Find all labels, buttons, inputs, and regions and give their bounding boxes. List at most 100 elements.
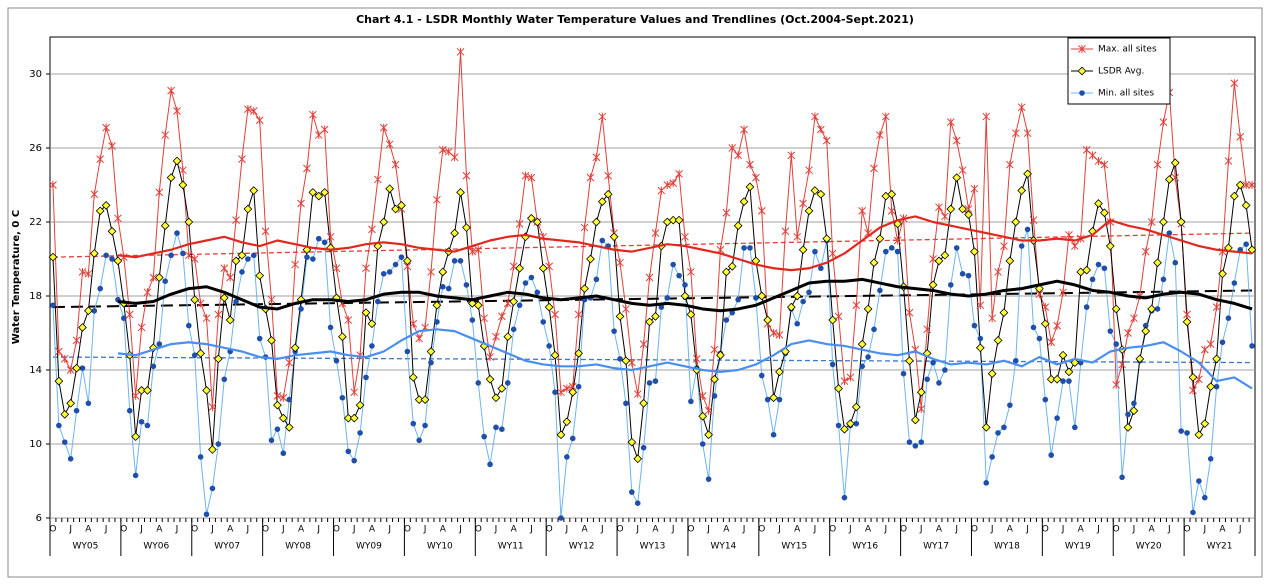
marker <box>274 426 281 433</box>
marker <box>1224 156 1233 165</box>
x-tick-label: J <box>1096 525 1100 535</box>
x-tick-label: J <box>954 525 958 535</box>
marker <box>652 378 659 384</box>
marker <box>875 234 885 244</box>
marker <box>1236 132 1245 141</box>
marker <box>934 256 944 266</box>
marker <box>812 248 818 255</box>
marker <box>1066 378 1072 384</box>
marker <box>244 105 252 114</box>
marker <box>1201 494 1208 501</box>
marker <box>61 439 68 445</box>
marker <box>243 204 253 214</box>
x-tick-label: O <box>49 525 56 535</box>
marker <box>239 269 245 275</box>
x-tick-label: A <box>156 525 163 535</box>
marker <box>883 248 889 255</box>
marker <box>981 422 991 432</box>
marker <box>368 225 376 234</box>
marker <box>1188 373 1198 382</box>
marker <box>1011 217 1021 227</box>
x-tick-label: J <box>565 525 569 535</box>
marker <box>156 341 163 347</box>
marker <box>467 299 477 308</box>
marker <box>1046 374 1056 384</box>
marker <box>580 223 589 232</box>
marker <box>1131 400 1137 407</box>
marker <box>987 369 997 379</box>
marker <box>1124 329 1132 337</box>
marker <box>226 273 235 282</box>
marker <box>1082 265 1092 275</box>
marker <box>988 314 996 323</box>
marker <box>214 310 223 319</box>
marker <box>203 511 210 518</box>
marker <box>456 47 465 56</box>
marker <box>852 301 861 310</box>
marker <box>1235 180 1245 190</box>
marker <box>675 169 683 178</box>
marker <box>764 396 771 403</box>
marker <box>379 217 389 227</box>
marker <box>1166 230 1173 236</box>
marker <box>1219 339 1226 346</box>
marker <box>78 267 87 276</box>
marker <box>574 348 584 358</box>
legend-marker <box>1078 45 1086 53</box>
marker <box>747 245 753 251</box>
marker <box>310 256 316 262</box>
x-tick-label: J <box>104 525 108 535</box>
marker <box>834 312 843 321</box>
marker <box>995 430 1001 436</box>
marker <box>267 336 276 345</box>
marker <box>1006 160 1014 169</box>
marker <box>402 256 412 266</box>
marker <box>558 515 564 521</box>
marker <box>651 311 660 321</box>
marker <box>286 396 293 403</box>
x-tick-label: O <box>1042 525 1049 535</box>
x-tick-label: J <box>1025 525 1029 535</box>
marker <box>546 343 552 349</box>
marker <box>627 437 637 447</box>
marker <box>362 264 370 273</box>
marker <box>663 181 672 189</box>
marker <box>1218 269 1227 279</box>
x-tick-label: J <box>494 525 498 535</box>
marker <box>184 217 194 227</box>
marker <box>958 166 967 175</box>
marker <box>1225 315 1232 322</box>
marker <box>829 361 836 368</box>
marker <box>304 254 310 260</box>
x-tick-label: J <box>742 525 746 535</box>
legend-label: Min. all sites <box>1098 89 1154 99</box>
legend-marker <box>1079 90 1085 96</box>
marker <box>574 310 583 319</box>
marker <box>249 107 258 115</box>
marker <box>952 173 962 182</box>
x-tick-label: J <box>529 525 533 535</box>
marker <box>345 448 352 455</box>
marker <box>846 373 855 382</box>
marker <box>349 413 359 423</box>
marker <box>1065 230 1073 239</box>
marker <box>1141 247 1150 256</box>
marker <box>865 354 871 360</box>
marker <box>887 189 897 199</box>
marker <box>415 334 424 343</box>
marker <box>179 166 187 175</box>
marker <box>569 435 576 442</box>
marker <box>410 420 417 427</box>
marker <box>1054 415 1060 421</box>
marker <box>599 237 606 244</box>
marker <box>562 384 571 393</box>
x-tick-label: A <box>723 525 730 535</box>
marker <box>646 380 653 386</box>
marker <box>221 376 228 383</box>
x-tick-label: O <box>900 525 907 535</box>
marker <box>704 430 713 440</box>
marker <box>338 332 347 342</box>
marker <box>308 188 318 197</box>
marker <box>853 420 860 427</box>
